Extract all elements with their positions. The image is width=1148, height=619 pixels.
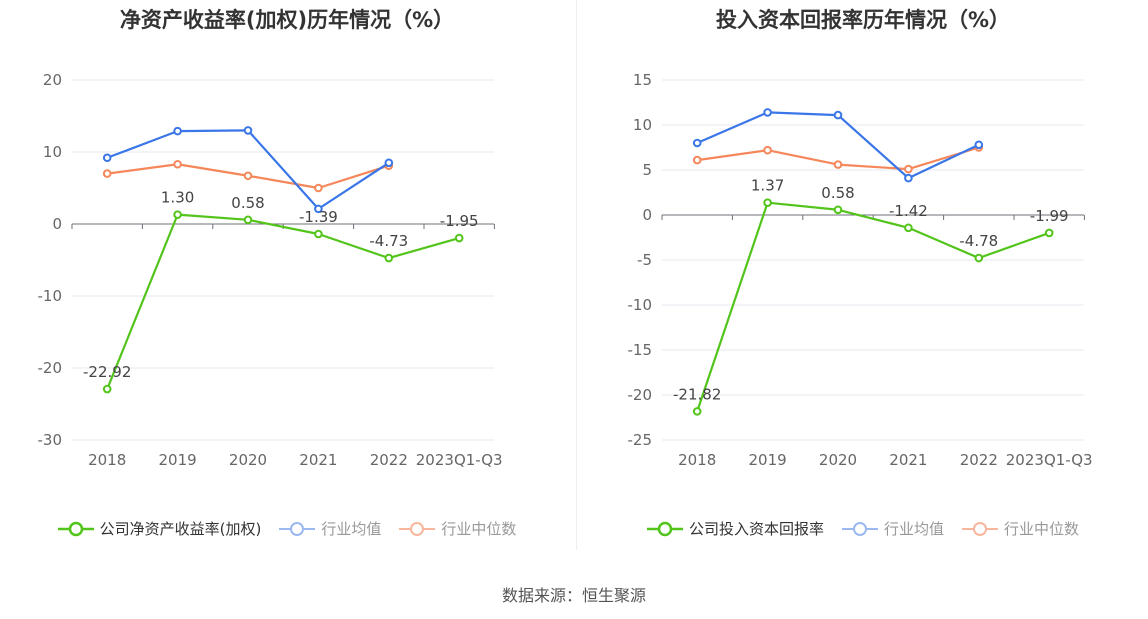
industry-median-series-point xyxy=(833,160,843,169)
y-tick-label: -30 xyxy=(38,431,63,449)
company-series-point xyxy=(102,384,112,394)
company-series-point xyxy=(692,407,702,416)
roic-chart-plot: 15 10 5 0 -5 -10 -15 -20 -25 2018 2019 2020 2021 2022… xyxy=(628,71,1093,469)
company-series-point xyxy=(974,253,984,263)
y-tick-label: -25 xyxy=(628,431,653,449)
data-label: -21.82 xyxy=(673,385,721,403)
legend-line-marker-icon xyxy=(279,521,316,536)
company-series-point xyxy=(243,215,253,225)
data-label: 1.30 xyxy=(161,189,194,207)
y-tick-label: 10 xyxy=(633,116,652,134)
industry-median-series-point xyxy=(692,155,702,165)
roe-chart-panel: 净资产收益率(加权)历年情况（%） 20 10 0 -10 -20 -30 2018 2019… xyxy=(0,0,574,560)
company-series-line xyxy=(696,201,1050,412)
roic-chart-title: 投入资本回报率历年情况（%） xyxy=(715,8,1011,32)
company-series-point xyxy=(314,229,323,239)
company-series-point xyxy=(173,210,182,219)
industry-average-series-point xyxy=(763,108,772,117)
legend-label: 公司净资产收益率(加权) xyxy=(99,520,262,538)
industry-average-series-point xyxy=(904,173,913,183)
company-series-point xyxy=(1044,228,1054,238)
y-tick-label: -10 xyxy=(628,296,653,314)
y-tick-label: 10 xyxy=(43,143,62,161)
x-tick-label: 2019 xyxy=(159,451,197,469)
data-label: -1.39 xyxy=(299,208,338,226)
y-tick-label: -10 xyxy=(38,287,63,305)
data-label: -1.99 xyxy=(1030,207,1069,225)
industry-average-series-point xyxy=(243,126,253,135)
x-tick-label: 2020 xyxy=(229,451,267,469)
industry-average-series-point xyxy=(974,140,984,150)
data-source-note: 数据来源：恒生聚源 xyxy=(501,586,646,605)
legend-item-industry-median[interactable]: 行业中位数 xyxy=(399,518,516,539)
industry-average-series-point xyxy=(833,110,843,120)
data-label: 1.37 xyxy=(751,177,784,195)
y-tick-label: 20 xyxy=(43,71,62,89)
legend-label: 公司投入资本回报率 xyxy=(688,520,824,538)
legend-item-company-roic[interactable]: 公司投入资本回报率 xyxy=(646,518,824,539)
x-tick-label: 2019 xyxy=(749,451,787,469)
legend-item-industry-average[interactable]: 行业均值 xyxy=(279,518,381,539)
x-tick-label: 2023Q1-Q3 xyxy=(1006,451,1093,469)
data-label: -4.73 xyxy=(369,232,408,250)
y-tick-label: 5 xyxy=(642,161,652,179)
company-series-point xyxy=(763,198,772,207)
data-label: 0.58 xyxy=(231,194,264,212)
industry-median-series-point xyxy=(173,159,182,169)
roic-chart-legend: 公司投入资本回报率 行业均值 行业中位数 xyxy=(578,518,1148,539)
legend-item-industry-median[interactable]: 行业中位数 xyxy=(962,518,1079,539)
legend-line-marker-icon xyxy=(646,521,683,536)
legend-item-company-roe[interactable]: 公司净资产收益率(加权) xyxy=(57,518,262,539)
industry-median-series-point xyxy=(243,171,253,181)
x-tick-label: 2018 xyxy=(678,451,716,469)
industry-median-series-point xyxy=(763,145,772,155)
industry-average-series-point xyxy=(314,204,323,214)
panel-divider xyxy=(576,0,577,550)
legend-line-marker-icon xyxy=(399,521,436,536)
y-tick-label: -5 xyxy=(637,251,652,269)
y-tick-label: 0 xyxy=(52,215,62,233)
industry-median-series-point xyxy=(314,183,323,193)
company-series-point xyxy=(454,233,464,243)
legend-line-marker-icon xyxy=(57,521,94,536)
company-series-point xyxy=(384,253,394,263)
data-label: 0.58 xyxy=(821,184,854,202)
y-tick-label: -20 xyxy=(38,359,63,377)
y-tick-label: 0 xyxy=(642,206,652,224)
y-tick-label: 15 xyxy=(633,71,652,89)
legend-line-marker-icon xyxy=(841,521,878,536)
legend-label: 行业均值 xyxy=(321,520,382,538)
roe-chart-legend: 公司净资产收益率(加权) 行业均值 行业中位数 xyxy=(0,518,574,539)
roe-chart-title: 净资产收益率(加权)历年情况（%） xyxy=(119,8,455,32)
industry-average-series-point xyxy=(173,126,182,136)
x-tick-label: 2018 xyxy=(88,451,126,469)
x-tick-label: 2022 xyxy=(960,451,998,469)
x-tick-label: 2023Q1-Q3 xyxy=(416,451,503,469)
y-tick-label: -20 xyxy=(628,386,653,404)
legend-line-marker-icon xyxy=(962,521,998,536)
data-label: -1.42 xyxy=(889,202,928,220)
company-series-point xyxy=(904,223,913,233)
industry-median-series-point xyxy=(904,164,913,174)
legend-label: 行业中位数 xyxy=(441,520,517,538)
x-tick-label: 2021 xyxy=(299,451,337,469)
roe-chart-plot: 20 10 0 -10 -20 -30 2018 2019 2020 2021 2022 2023Q1… xyxy=(38,71,503,469)
industry-average-series-point xyxy=(692,138,702,148)
industry-average-series-point xyxy=(384,158,394,168)
legend-label: 行业中位数 xyxy=(1004,520,1080,538)
roic-chart-panel: 投入资本回报率历年情况（%） 15 10 5 0 -5 -10 -15 -20 -25 2018 2… xyxy=(578,0,1148,560)
industry-median-series-point xyxy=(102,169,112,178)
legend-label: 行业均值 xyxy=(883,520,944,538)
data-label: -22.92 xyxy=(83,363,131,381)
data-label: -4.78 xyxy=(959,232,998,250)
data-label: -1.95 xyxy=(440,212,479,230)
industry-average-series-point xyxy=(102,153,112,163)
x-tick-label: 2020 xyxy=(819,451,857,469)
y-tick-label: -15 xyxy=(628,341,653,359)
company-series-line xyxy=(106,213,460,390)
company-series-point xyxy=(833,205,843,215)
x-tick-label: 2022 xyxy=(370,451,408,469)
x-tick-label: 2021 xyxy=(889,451,927,469)
legend-item-industry-average[interactable]: 行业均值 xyxy=(841,518,944,539)
